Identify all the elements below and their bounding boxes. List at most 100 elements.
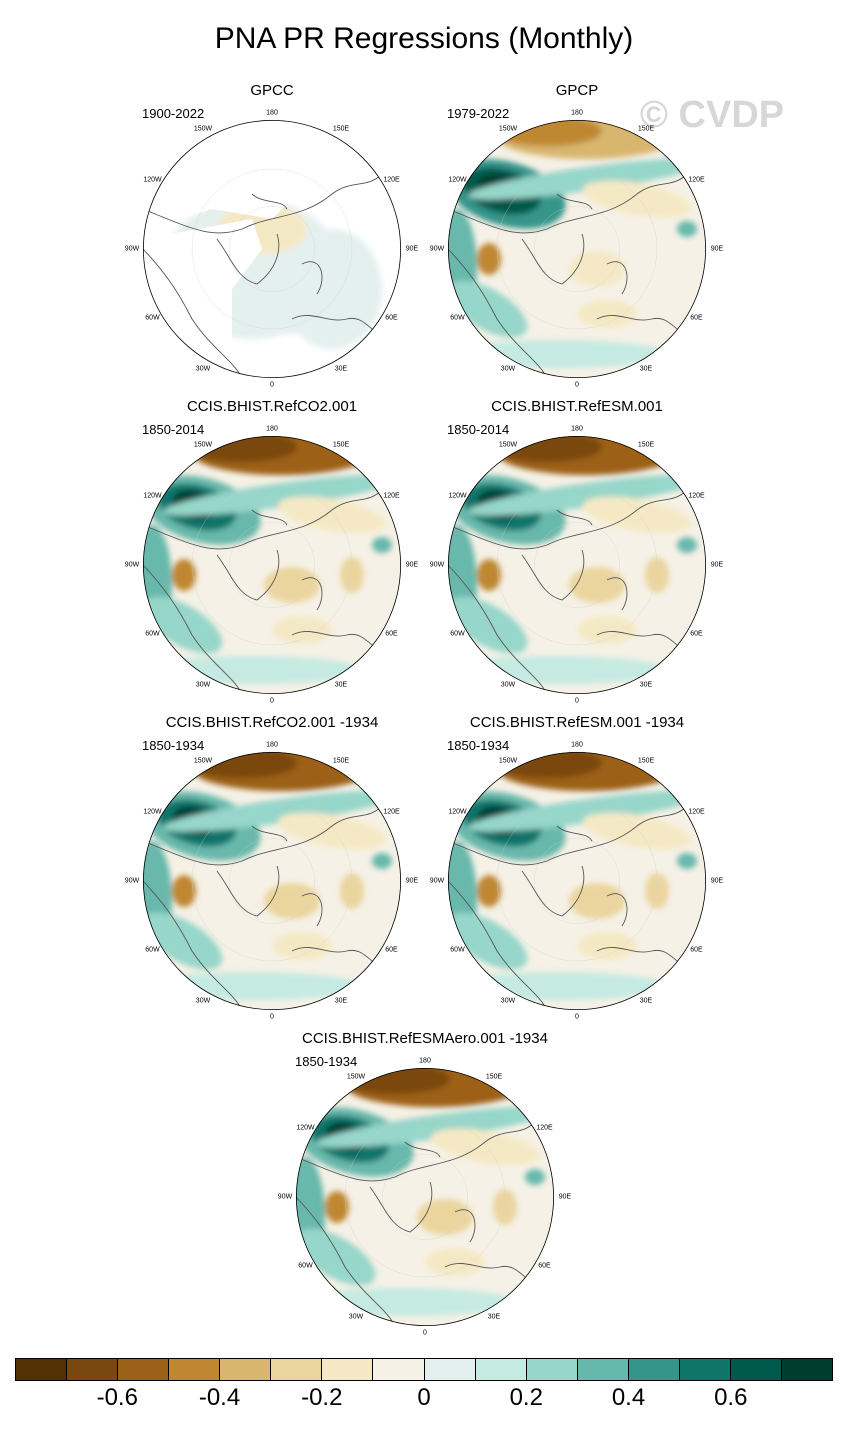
colorbar-label: 0.2 bbox=[509, 1384, 543, 1411]
polar-map bbox=[142, 751, 402, 1011]
panel-period: 1850-2014 bbox=[447, 422, 510, 437]
longitude-label: 120E bbox=[536, 1124, 553, 1132]
colorbar-swatch bbox=[628, 1359, 680, 1380]
colorbar-swatch bbox=[67, 1359, 119, 1380]
longitude-label: 150E bbox=[485, 1073, 503, 1081]
longitude-label: 0 bbox=[270, 697, 274, 705]
longitude-label: 90E bbox=[710, 561, 724, 569]
colorbar-swatch bbox=[577, 1359, 629, 1380]
longitude-label: 60W bbox=[450, 314, 465, 322]
polar-map bbox=[142, 435, 402, 695]
colorbar-swatch bbox=[220, 1359, 272, 1380]
longitude-label: 150W bbox=[346, 1073, 366, 1081]
longitude-label: 150W bbox=[498, 441, 518, 449]
longitude-label: 30E bbox=[639, 365, 653, 372]
colorbar-swatch bbox=[271, 1359, 323, 1380]
longitude-label: 120E bbox=[383, 176, 400, 184]
colorbar-swatch bbox=[118, 1359, 170, 1380]
longitude-label: 30E bbox=[639, 681, 653, 688]
longitude-label: 90W bbox=[124, 245, 140, 253]
panel-title: CCIS.BHIST.RefESM.001 -1934 bbox=[469, 714, 685, 731]
longitude-label: 30E bbox=[334, 997, 348, 1004]
longitude-label: 0 bbox=[270, 381, 274, 389]
panel-title: CCIS.BHIST.RefCO2.001 bbox=[186, 398, 358, 415]
polar-map bbox=[447, 751, 707, 1011]
colorbar-label: 0.4 bbox=[611, 1384, 646, 1411]
longitude-label: 90E bbox=[710, 245, 724, 253]
longitude-label: 30W bbox=[500, 365, 516, 372]
longitude-label: 60E bbox=[385, 314, 398, 322]
longitude-label: 60E bbox=[690, 630, 703, 638]
longitude-label: 90E bbox=[405, 561, 419, 569]
colorbar-swatch bbox=[16, 1359, 68, 1380]
longitude-label: 150E bbox=[332, 125, 350, 133]
colorbar-label: 0.6 bbox=[714, 1384, 748, 1411]
longitude-label: 30E bbox=[334, 681, 348, 688]
longitude-label: 120E bbox=[688, 176, 705, 184]
longitude-label: 30W bbox=[348, 1313, 364, 1320]
longitude-label: 150E bbox=[332, 757, 350, 765]
longitude-label: 120W bbox=[448, 176, 467, 184]
panel-period: 1850-1934 bbox=[142, 738, 205, 753]
colorbar-label: -0.6 bbox=[96, 1384, 138, 1411]
longitude-label: 150W bbox=[193, 441, 213, 449]
longitude-label: 60E bbox=[690, 946, 703, 954]
longitude-label: 120E bbox=[688, 492, 705, 500]
panel-title: GPCC bbox=[250, 82, 294, 99]
longitude-label: 150E bbox=[332, 441, 350, 449]
colorbar-swatch bbox=[373, 1359, 425, 1380]
longitude-label: 120W bbox=[296, 1124, 315, 1132]
longitude-label: 60W bbox=[145, 630, 160, 638]
longitude-label: 120W bbox=[143, 492, 162, 500]
figure-title: PNA PR Regressions (Monthly) bbox=[214, 22, 634, 55]
longitude-label: 30W bbox=[500, 997, 516, 1004]
longitude-label: 180 bbox=[571, 425, 583, 433]
longitude-label: 60E bbox=[385, 946, 398, 954]
longitude-label: 150E bbox=[637, 441, 655, 449]
longitude-label: 120E bbox=[383, 808, 400, 816]
longitude-label: 90W bbox=[429, 877, 445, 885]
longitude-label: 0 bbox=[423, 1329, 427, 1337]
longitude-label: 60W bbox=[450, 630, 465, 638]
longitude-label: 90E bbox=[710, 877, 724, 885]
longitude-label: 90W bbox=[124, 561, 140, 569]
panel-period: 1900-2022 bbox=[142, 106, 205, 121]
polar-map bbox=[447, 435, 707, 695]
longitude-label: 150W bbox=[193, 757, 213, 765]
longitude-label: 120W bbox=[143, 176, 162, 184]
longitude-label: 60W bbox=[450, 946, 465, 954]
longitude-label: 90W bbox=[277, 1193, 293, 1201]
panel-period: 1850-2014 bbox=[142, 422, 205, 437]
colorbar bbox=[15, 1358, 833, 1381]
longitude-label: 90E bbox=[405, 245, 419, 253]
longitude-label: 30W bbox=[195, 681, 211, 688]
colorbar-swatch bbox=[475, 1359, 527, 1380]
colorbar-swatch bbox=[679, 1359, 731, 1380]
longitude-label: 180 bbox=[419, 1057, 431, 1065]
longitude-label: 90E bbox=[405, 877, 419, 885]
longitude-label: 180 bbox=[266, 741, 278, 749]
longitude-label: 60E bbox=[538, 1262, 551, 1270]
longitude-label: 120E bbox=[383, 492, 400, 500]
longitude-label: 150W bbox=[193, 125, 213, 133]
longitude-label: 120W bbox=[143, 808, 162, 816]
polar-map bbox=[142, 119, 402, 379]
longitude-label: 150W bbox=[498, 757, 518, 765]
longitude-label: 120W bbox=[448, 808, 467, 816]
colorbar-swatch bbox=[169, 1359, 221, 1380]
longitude-label: 150W bbox=[498, 125, 518, 133]
longitude-label: 60W bbox=[145, 946, 160, 954]
longitude-label: 180 bbox=[571, 109, 583, 117]
longitude-label: 30E bbox=[639, 997, 653, 1004]
longitude-label: 90W bbox=[124, 877, 140, 885]
longitude-label: 30E bbox=[334, 365, 348, 372]
polar-map bbox=[295, 1067, 555, 1327]
longitude-label: 120W bbox=[448, 492, 467, 500]
colorbar-label: -0.4 bbox=[198, 1384, 241, 1411]
longitude-label: 60E bbox=[690, 314, 703, 322]
panel-period: 1850-1934 bbox=[447, 738, 510, 753]
longitude-label: 30W bbox=[500, 681, 516, 688]
colorbar-swatch bbox=[730, 1359, 782, 1380]
panel-title: CCIS.BHIST.RefESM.001 bbox=[491, 398, 663, 415]
colorbar-label: -0.2 bbox=[301, 1384, 343, 1411]
